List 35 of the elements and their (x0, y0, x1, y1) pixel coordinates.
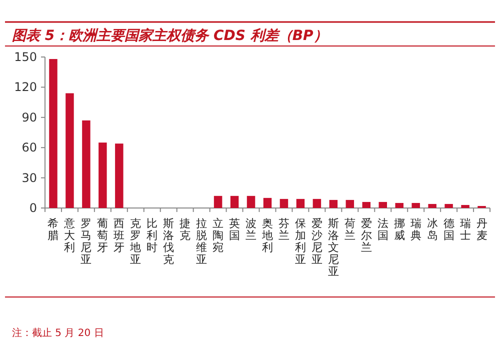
x-tick-label: 葡萄牙 (97, 217, 108, 254)
x-tick-label: 冰岛 (426, 217, 438, 242)
y-tick-label: 150 (14, 50, 37, 64)
y-tick-label: 30 (22, 170, 37, 185)
x-tick-label: 波兰 (246, 217, 257, 242)
x-tick-label: 芬兰 (278, 217, 290, 242)
y-tick-label: 0 (29, 201, 37, 215)
x-tick-label: 挪威 (394, 217, 405, 242)
x-tick-label: 法国 (377, 217, 388, 242)
x-tick-label: 英国 (229, 217, 240, 242)
y-tick-label: 120 (14, 80, 37, 94)
x-tick-label: 丹麦 (476, 217, 488, 242)
x-tick-label: 爱沙尼亚 (311, 217, 322, 266)
x-tick-label: 意大利 (63, 217, 76, 254)
x-tick-label: 瑞典 (410, 217, 422, 242)
x-tick-label: 比利时 (146, 217, 158, 254)
x-tick-label: 斯洛文尼亚 (328, 217, 339, 278)
y-tick-label: 60 (22, 140, 37, 155)
y-tick-label: 90 (22, 110, 37, 124)
x-tick-label: 奥地利 (261, 217, 273, 254)
x-tick-label: 捷克 (180, 217, 191, 242)
x-tick-label: 斯洛伐克 (163, 217, 174, 266)
x-tick-label: 立陶宛 (212, 217, 224, 254)
chart-title: 图表 5：欧洲主要国家主权债务 CDS 利差（BP） (12, 27, 328, 44)
x-tick-label: 德国 (443, 217, 454, 242)
x-tick-label: 保加利亚 (294, 217, 306, 266)
x-tick-label: 罗马尼亚 (80, 217, 92, 266)
x-tick-label: 希腊 (48, 217, 59, 242)
x-tick-label: 荷兰 (344, 217, 356, 242)
text: 注：截止 5 月 20 日 (12, 327, 104, 339)
x-tick-label: 拉脱维亚 (196, 217, 208, 266)
x-tick-label: 克罗地亚 (129, 217, 142, 266)
x-tick-label: 爱尔兰 (360, 217, 372, 254)
x-tick-label: 西班牙 (114, 217, 125, 254)
x-tick-label: 瑞士 (460, 217, 471, 242)
